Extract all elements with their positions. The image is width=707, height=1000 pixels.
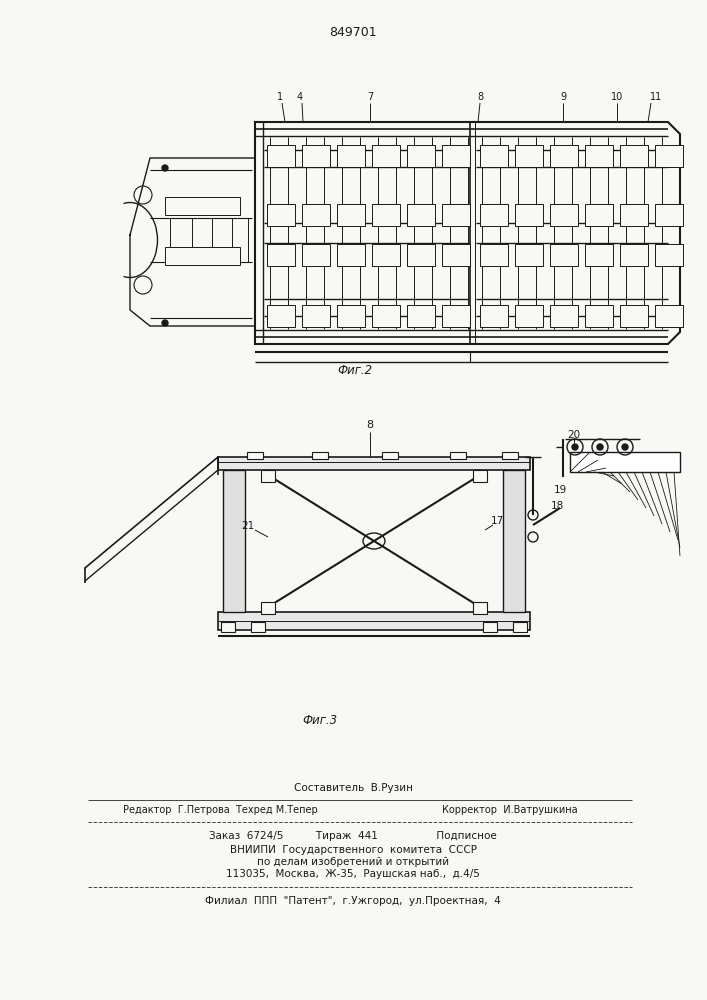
Bar bbox=[473, 470, 487, 482]
Text: 19: 19 bbox=[554, 485, 566, 495]
Bar bbox=[550, 244, 578, 266]
Bar bbox=[442, 204, 470, 226]
Bar bbox=[302, 145, 330, 167]
Text: 11: 11 bbox=[650, 92, 662, 102]
Bar bbox=[442, 305, 470, 327]
Bar bbox=[480, 204, 508, 226]
Bar bbox=[515, 305, 543, 327]
Bar bbox=[267, 145, 295, 167]
Bar bbox=[450, 452, 466, 459]
Bar bbox=[337, 244, 365, 266]
Bar bbox=[442, 244, 470, 266]
Circle shape bbox=[572, 444, 578, 450]
Bar bbox=[620, 244, 648, 266]
Bar bbox=[218, 457, 530, 470]
Bar bbox=[218, 612, 530, 630]
Text: по делам изобретений и открытий: по делам изобретений и открытий bbox=[257, 857, 449, 867]
Bar bbox=[407, 305, 435, 327]
Bar bbox=[483, 622, 497, 632]
Circle shape bbox=[162, 165, 168, 171]
Bar bbox=[480, 244, 508, 266]
Bar bbox=[372, 204, 400, 226]
Text: 18: 18 bbox=[550, 501, 563, 511]
Bar bbox=[655, 204, 683, 226]
Text: 849701: 849701 bbox=[329, 25, 377, 38]
Bar bbox=[267, 244, 295, 266]
Bar bbox=[372, 305, 400, 327]
Text: 113035,  Москва,  Ж-35,  Раушская наб.,  д.4/5: 113035, Москва, Ж-35, Раушская наб., д.4… bbox=[226, 869, 480, 879]
Bar bbox=[165, 197, 240, 215]
Circle shape bbox=[162, 320, 168, 326]
Circle shape bbox=[622, 444, 628, 450]
Bar bbox=[261, 602, 275, 614]
Bar bbox=[267, 305, 295, 327]
Bar bbox=[550, 305, 578, 327]
Text: 1: 1 bbox=[277, 92, 283, 102]
Bar bbox=[513, 622, 527, 632]
Text: Заказ  6724/5          Тираж  441                  Подписное: Заказ 6724/5 Тираж 441 Подписное bbox=[209, 831, 497, 841]
Bar bbox=[515, 244, 543, 266]
Bar bbox=[480, 305, 508, 327]
Bar bbox=[655, 244, 683, 266]
Bar bbox=[221, 622, 235, 632]
Text: 7: 7 bbox=[367, 92, 373, 102]
Text: Составитель  В.Рузин: Составитель В.Рузин bbox=[293, 783, 412, 793]
Bar bbox=[372, 145, 400, 167]
Bar bbox=[480, 145, 508, 167]
Bar bbox=[261, 470, 275, 482]
Bar bbox=[585, 204, 613, 226]
Bar bbox=[550, 204, 578, 226]
Text: Корректор  И.Ватрушкина: Корректор И.Ватрушкина bbox=[442, 805, 578, 815]
Bar bbox=[515, 204, 543, 226]
Bar bbox=[407, 145, 435, 167]
Text: 17: 17 bbox=[491, 516, 503, 526]
Circle shape bbox=[597, 444, 603, 450]
Text: 10: 10 bbox=[611, 92, 623, 102]
Text: Фиг.3: Фиг.3 bbox=[303, 714, 337, 726]
Bar bbox=[382, 452, 398, 459]
Text: Редактор  Г.Петрова  Техред М.Тепер: Редактор Г.Петрова Техред М.Тепер bbox=[122, 805, 317, 815]
Bar bbox=[407, 244, 435, 266]
Bar bbox=[585, 244, 613, 266]
Bar bbox=[550, 145, 578, 167]
Bar bbox=[585, 145, 613, 167]
Bar bbox=[337, 305, 365, 327]
Bar bbox=[442, 145, 470, 167]
Bar bbox=[620, 204, 648, 226]
Text: 9: 9 bbox=[560, 92, 566, 102]
Bar bbox=[302, 305, 330, 327]
Bar bbox=[620, 305, 648, 327]
Bar bbox=[407, 204, 435, 226]
Text: 4: 4 bbox=[297, 92, 303, 102]
Bar bbox=[267, 204, 295, 226]
Bar bbox=[302, 244, 330, 266]
Text: ВНИИПИ  Государственного  комитета  СССР: ВНИИПИ Государственного комитета СССР bbox=[230, 845, 477, 855]
Text: 8: 8 bbox=[366, 420, 373, 430]
Text: 8: 8 bbox=[477, 92, 483, 102]
Bar bbox=[655, 145, 683, 167]
Bar bbox=[302, 204, 330, 226]
Bar bbox=[372, 244, 400, 266]
Bar bbox=[251, 622, 265, 632]
Bar bbox=[247, 452, 263, 459]
Bar bbox=[620, 145, 648, 167]
Bar bbox=[165, 247, 240, 265]
Text: 20: 20 bbox=[568, 430, 580, 440]
Bar bbox=[570, 452, 680, 472]
Bar bbox=[337, 204, 365, 226]
Bar bbox=[655, 305, 683, 327]
Bar bbox=[515, 145, 543, 167]
Bar bbox=[223, 470, 245, 612]
Bar bbox=[503, 470, 525, 612]
Bar bbox=[337, 145, 365, 167]
Bar bbox=[312, 452, 328, 459]
Bar bbox=[502, 452, 518, 459]
Text: Филиал  ППП  "Патент",  г.Ужгород,  ул.Проектная,  4: Филиал ППП "Патент", г.Ужгород, ул.Проек… bbox=[205, 896, 501, 906]
Text: 21: 21 bbox=[241, 521, 255, 531]
Bar bbox=[585, 305, 613, 327]
Text: Фиг.2: Фиг.2 bbox=[337, 363, 373, 376]
Bar bbox=[473, 602, 487, 614]
